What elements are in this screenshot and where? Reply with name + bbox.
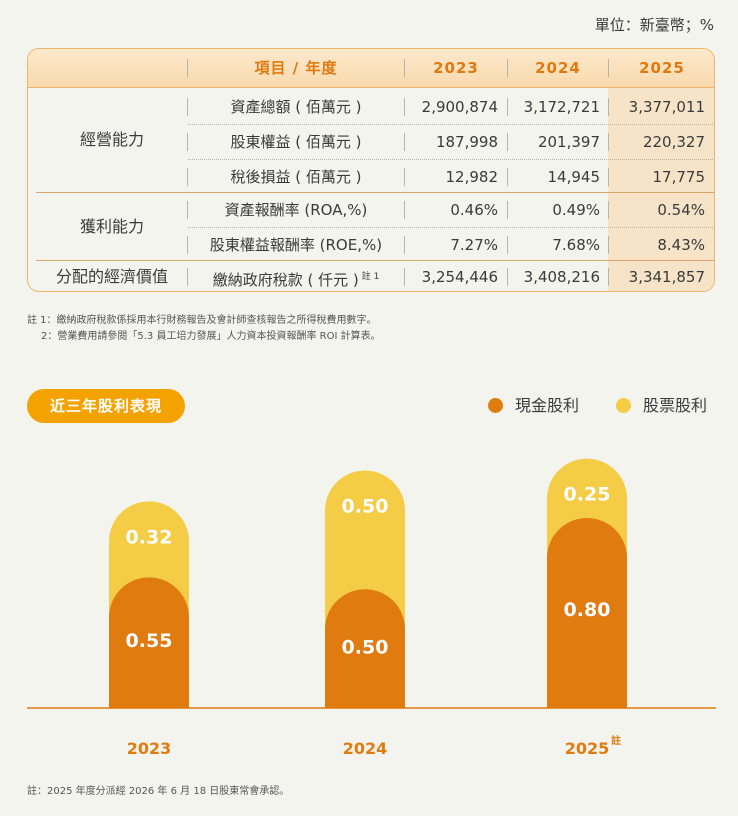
row-value-2025: 8.43% bbox=[657, 236, 705, 254]
financial-table: 項目 / 年度 2023 2024 2025 經營能力 資產總額 ( 佰萬元 )… bbox=[27, 48, 715, 292]
row-value-2025: 3,377,011 bbox=[628, 98, 705, 116]
header-year-2025: 2025 bbox=[639, 59, 685, 77]
header-item: 項目 / 年度 bbox=[254, 59, 338, 77]
table-row: 繳納政府稅款 ( 仟元 ) 註 1 3,254,446 3,408,216 3,3… bbox=[28, 260, 714, 291]
x-tick-label: 2024 bbox=[343, 739, 388, 758]
data-label-stock: 0.32 bbox=[126, 526, 173, 548]
table-header: 項目 / 年度 2023 2024 2025 bbox=[28, 49, 714, 88]
footnote: 註：2025 年度分派經 2026 年 6 月 18 日股東常會承認。 bbox=[27, 786, 290, 797]
row-item: 資產報酬率 (ROA,%) bbox=[224, 201, 368, 219]
row-value-2023: 0.46% bbox=[450, 201, 498, 219]
header-year-2024: 2024 bbox=[535, 59, 581, 77]
row-value-2023: 12,982 bbox=[445, 168, 499, 186]
row-value-2024: 0.49% bbox=[552, 201, 600, 219]
table-row: 資產總額 ( 佰萬元 ) 2,900,874 3,172,721 3,377,0… bbox=[28, 90, 714, 124]
legend-stock: 股票股利 bbox=[616, 394, 707, 418]
row-value-2023: 187,998 bbox=[435, 133, 498, 151]
legend-cash: 現金股利 bbox=[488, 394, 579, 418]
chart-title: 近三年股利表現 bbox=[27, 389, 185, 423]
table-notes: 註 1：繳納政府稅款係採用本行財務報告及會計師查核報告之所得稅費用數字。 2：營… bbox=[27, 313, 381, 345]
row-value-2024: 201,397 bbox=[537, 133, 600, 151]
data-label-cash: 0.55 bbox=[126, 630, 173, 652]
row-value-2024: 7.68% bbox=[552, 236, 600, 254]
row-value-2023: 7.27% bbox=[450, 236, 498, 254]
row-item: 資產總額 ( 佰萬元 ) bbox=[230, 98, 362, 116]
row-item: 稅後損益 ( 佰萬元 ) bbox=[230, 168, 362, 186]
row-value-2025: 0.54% bbox=[657, 201, 705, 219]
legend-stock-label: 股票股利 bbox=[643, 396, 708, 415]
legend-cash-label: 現金股利 bbox=[515, 396, 580, 415]
data-label-stock: 0.25 bbox=[564, 484, 611, 506]
header-year-2023: 2023 bbox=[433, 59, 479, 77]
unit-label: 單位：新臺幣；% bbox=[594, 16, 714, 34]
data-label-stock: 0.50 bbox=[342, 496, 389, 518]
dividend-chart: 0.55 0.32 2023 0.50 0.50 2024 0.80 0.25 2025 註 bbox=[27, 458, 716, 758]
x-tick-label: 2023 bbox=[127, 739, 172, 758]
row-item: 股東權益報酬率 (ROE,%) bbox=[209, 236, 383, 254]
category-profitability: 獲利能力 bbox=[79, 217, 144, 236]
table-row: 股東權益 ( 佰萬元 ) 187,998 201,397 220,327 bbox=[28, 125, 714, 159]
highlight-column-2025 bbox=[608, 49, 714, 291]
table-row: 股東權益報酬率 (ROE,%) 7.27% 7.68% 8.43% bbox=[28, 228, 714, 262]
row-value-2024: 14,945 bbox=[547, 168, 601, 186]
note-1: 註 1：繳納政府稅款係採用本行財務報告及會計師查核報告之所得稅費用數字。 bbox=[27, 315, 377, 326]
row-item-label: 繳納政府稅款 ( 仟元 ) bbox=[212, 271, 359, 289]
category-economic-value: 分配的經濟價值 bbox=[55, 267, 168, 286]
data-label-cash: 0.50 bbox=[342, 636, 389, 658]
bar-cash-dividend bbox=[547, 518, 627, 708]
legend-stock-swatch bbox=[616, 398, 631, 413]
row-value-2023: 2,900,874 bbox=[421, 98, 498, 116]
row-value-2025: 220,327 bbox=[642, 133, 705, 151]
note-2: 2：營業費用請參閱「5.3 員工培力發展」人力資本投資報酬率 ROI 計算表。 bbox=[41, 331, 381, 342]
note-ref: 註 1 bbox=[361, 272, 380, 282]
x-tick-note: 註 bbox=[611, 734, 621, 747]
row-item: 繳納政府稅款 ( 仟元 ) 註 1 bbox=[188, 260, 404, 291]
row-value-2025: 17,775 bbox=[652, 168, 706, 186]
bar-cash-dividend bbox=[109, 577, 189, 708]
table-row: 稅後損益 ( 佰萬元 ) 12,982 14,945 17,775 bbox=[28, 160, 714, 194]
row-value-2025: 3,341,857 bbox=[628, 268, 705, 286]
row-value-2024: 3,172,721 bbox=[523, 98, 600, 116]
x-tick-label: 2025 bbox=[565, 739, 610, 758]
category-operating: 經營能力 bbox=[79, 130, 144, 149]
bar-cash-dividend bbox=[325, 589, 405, 708]
row-value-2024: 3,408,216 bbox=[523, 268, 600, 286]
row-item: 股東權益 ( 佰萬元 ) bbox=[230, 133, 362, 151]
table-row: 資產報酬率 (ROA,%) 0.46% 0.49% 0.54% bbox=[28, 193, 714, 227]
row-value-2023: 3,254,446 bbox=[421, 268, 498, 286]
legend-cash-swatch bbox=[488, 398, 503, 413]
data-label-cash: 0.80 bbox=[564, 599, 611, 621]
